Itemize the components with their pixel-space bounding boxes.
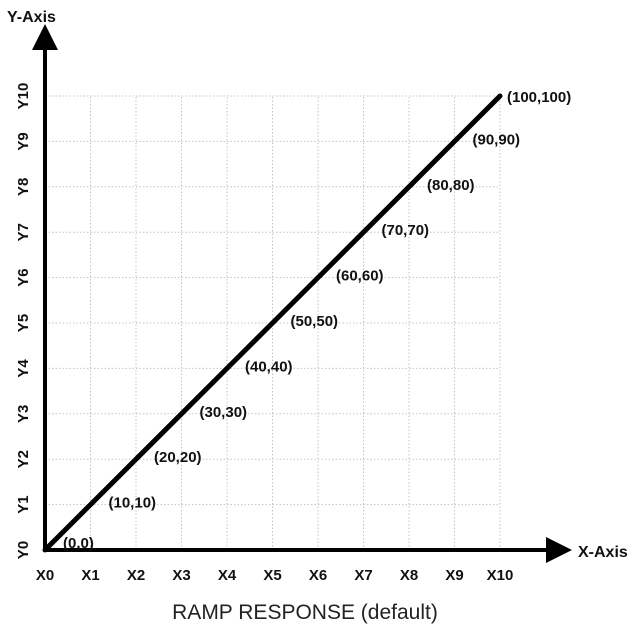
- x-tick-label: X2: [127, 567, 145, 584]
- y-tick-label: Y1: [15, 495, 32, 513]
- x-tick-label: X4: [218, 567, 237, 584]
- y-tick-label: Y2: [15, 450, 32, 468]
- x-axis-arrow: [546, 537, 572, 563]
- point-label: (10,10): [109, 495, 157, 512]
- y-tick-label: Y9: [15, 132, 32, 150]
- y-tick-label: Y5: [15, 314, 32, 332]
- x-tick-label: X1: [81, 567, 99, 584]
- point-label: (60,60): [336, 268, 384, 285]
- x-tick-label: X6: [309, 567, 327, 584]
- point-labels: (0,0) (10,10) (20,20) (30,30) (40,40) (50,50)…: [63, 89, 571, 552]
- x-tick-labels: X0 X1 X2 X3 X4 X5 X6 X7 X8 X9 X10: [36, 567, 514, 584]
- x-tick-label: X0: [36, 567, 54, 584]
- point-label: (80,80): [427, 177, 475, 194]
- point-label: (0,0): [63, 535, 94, 552]
- y-tick-label: Y4: [15, 359, 32, 378]
- y-tick-labels: Y0 Y1 Y2 Y3 Y4 Y5 Y6 Y7 Y8 Y9 Y10: [15, 83, 32, 560]
- y-tick-label: Y10: [15, 83, 32, 110]
- point-label: (30,30): [200, 404, 248, 421]
- point-label: (90,90): [473, 131, 521, 148]
- y-tick-label: Y7: [15, 223, 32, 241]
- grid: [45, 95, 501, 550]
- series: [42, 93, 503, 553]
- x-tick-label: X9: [445, 567, 463, 584]
- y-tick-label: Y0: [15, 541, 32, 559]
- x-tick-label: X7: [354, 567, 372, 584]
- point-label: (40,40): [245, 358, 293, 375]
- y-axis-arrow: [32, 24, 58, 50]
- y-tick-label: Y8: [15, 178, 32, 196]
- x-tick-label: X10: [487, 567, 514, 584]
- chart-title: RAMP RESPONSE (default): [172, 601, 438, 624]
- series-line: [42, 93, 503, 553]
- x-tick-label: X3: [172, 567, 190, 584]
- y-axis-label: Y-Axis: [7, 9, 56, 26]
- y-tick-label: Y6: [15, 268, 32, 286]
- point-label: (100,100): [507, 89, 571, 106]
- point-label: (70,70): [382, 222, 430, 239]
- x-tick-label: X5: [263, 567, 281, 584]
- x-axis-label: X-Axis: [578, 544, 628, 561]
- point-label: (20,20): [154, 449, 202, 466]
- x-tick-label: X8: [400, 567, 418, 584]
- y-tick-label: Y3: [15, 405, 32, 423]
- axes: Y-Axis X-Axis: [7, 9, 628, 563]
- point-label: (50,50): [291, 313, 339, 330]
